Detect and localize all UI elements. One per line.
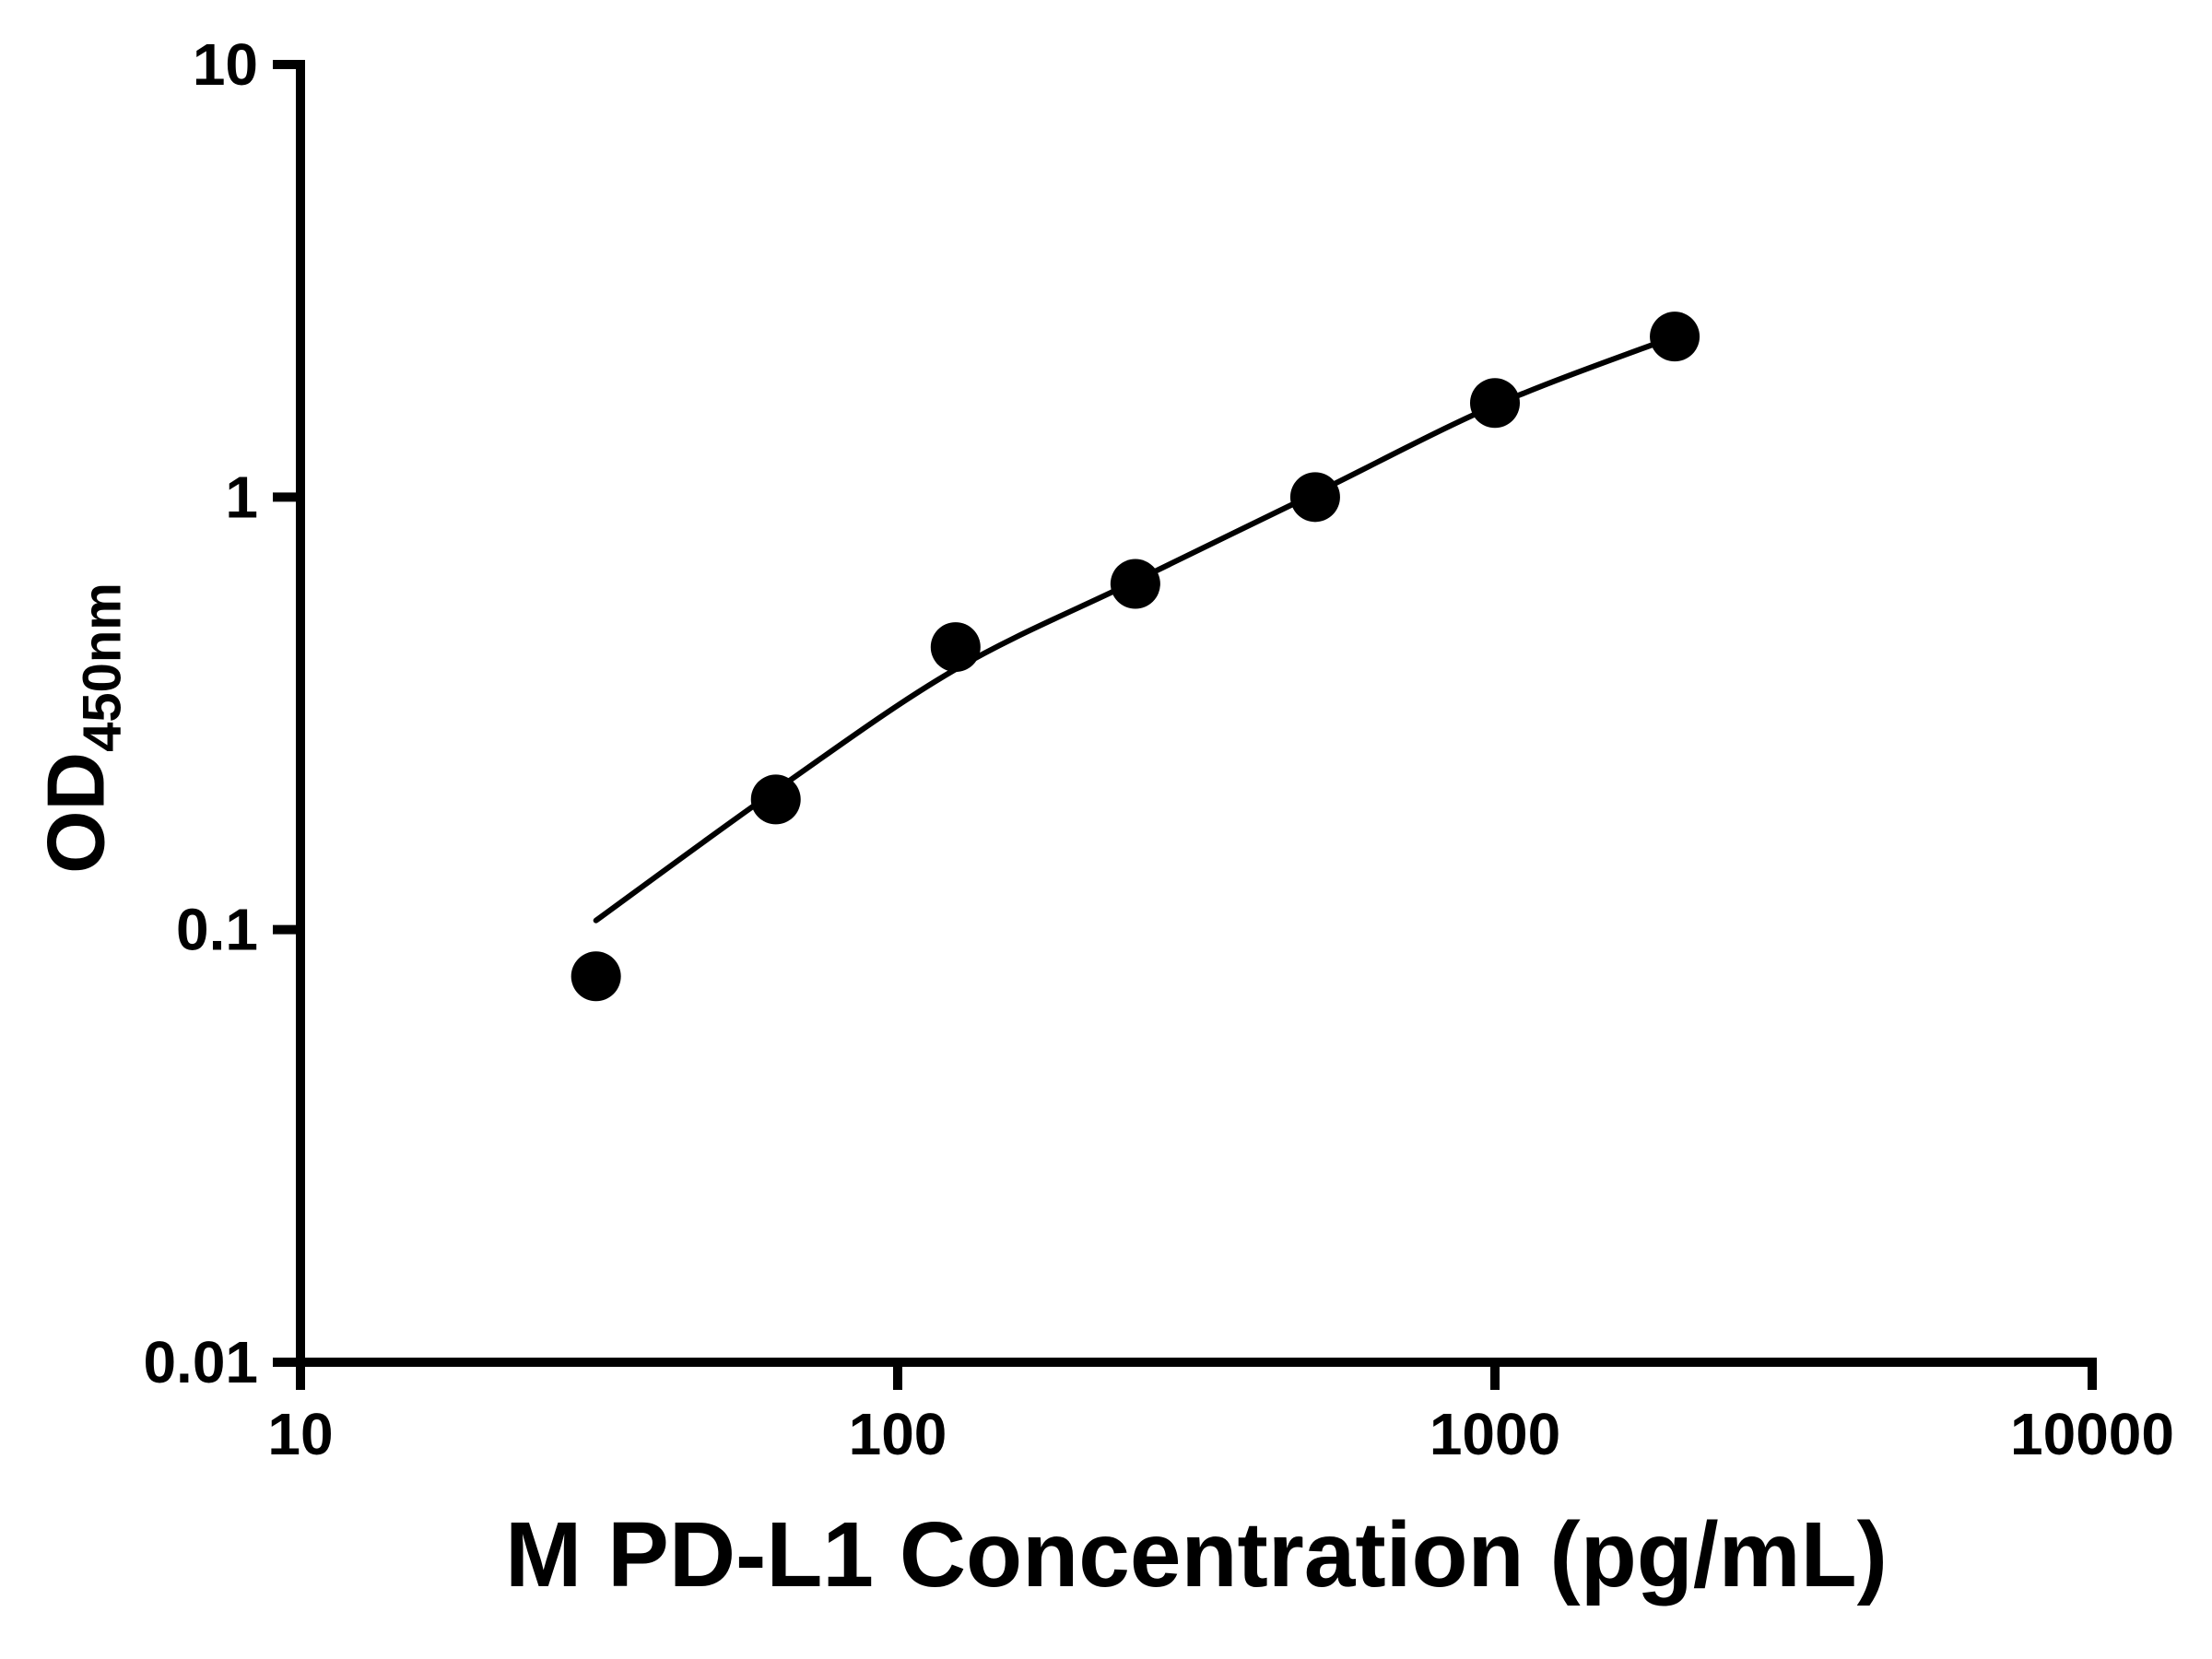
- data-point: [1470, 378, 1520, 429]
- data-point: [571, 951, 621, 1002]
- x-axis-tick-label: 1000: [1430, 1401, 1560, 1467]
- y-axis-tick-label: 10: [193, 31, 258, 98]
- axes-lines: [296, 60, 2097, 1367]
- y-axis-title: OD450nm: [29, 582, 134, 874]
- data-point: [930, 622, 981, 673]
- y-axis-title-main: OD: [29, 751, 122, 874]
- data-point: [750, 774, 801, 825]
- x-axis-tick-label: 10000: [2010, 1401, 2174, 1467]
- fit-curve: [593, 334, 1678, 924]
- y-axis-title-subscript: 450nm: [72, 582, 133, 752]
- data-point: [1650, 312, 1700, 362]
- y-axis-tick-label: 1: [225, 464, 258, 530]
- x-axis-tick-label: 100: [849, 1401, 947, 1467]
- y-axis-tick-label: 0.1: [176, 897, 258, 963]
- x-axis-tick-label: 10: [267, 1401, 333, 1467]
- data-point: [1110, 559, 1160, 609]
- x-axis-title: M PD-L1 Concentration (pg/mL): [505, 1503, 1888, 1606]
- data-point: [1289, 472, 1340, 523]
- y-axis-tick-label: 0.01: [143, 1329, 258, 1395]
